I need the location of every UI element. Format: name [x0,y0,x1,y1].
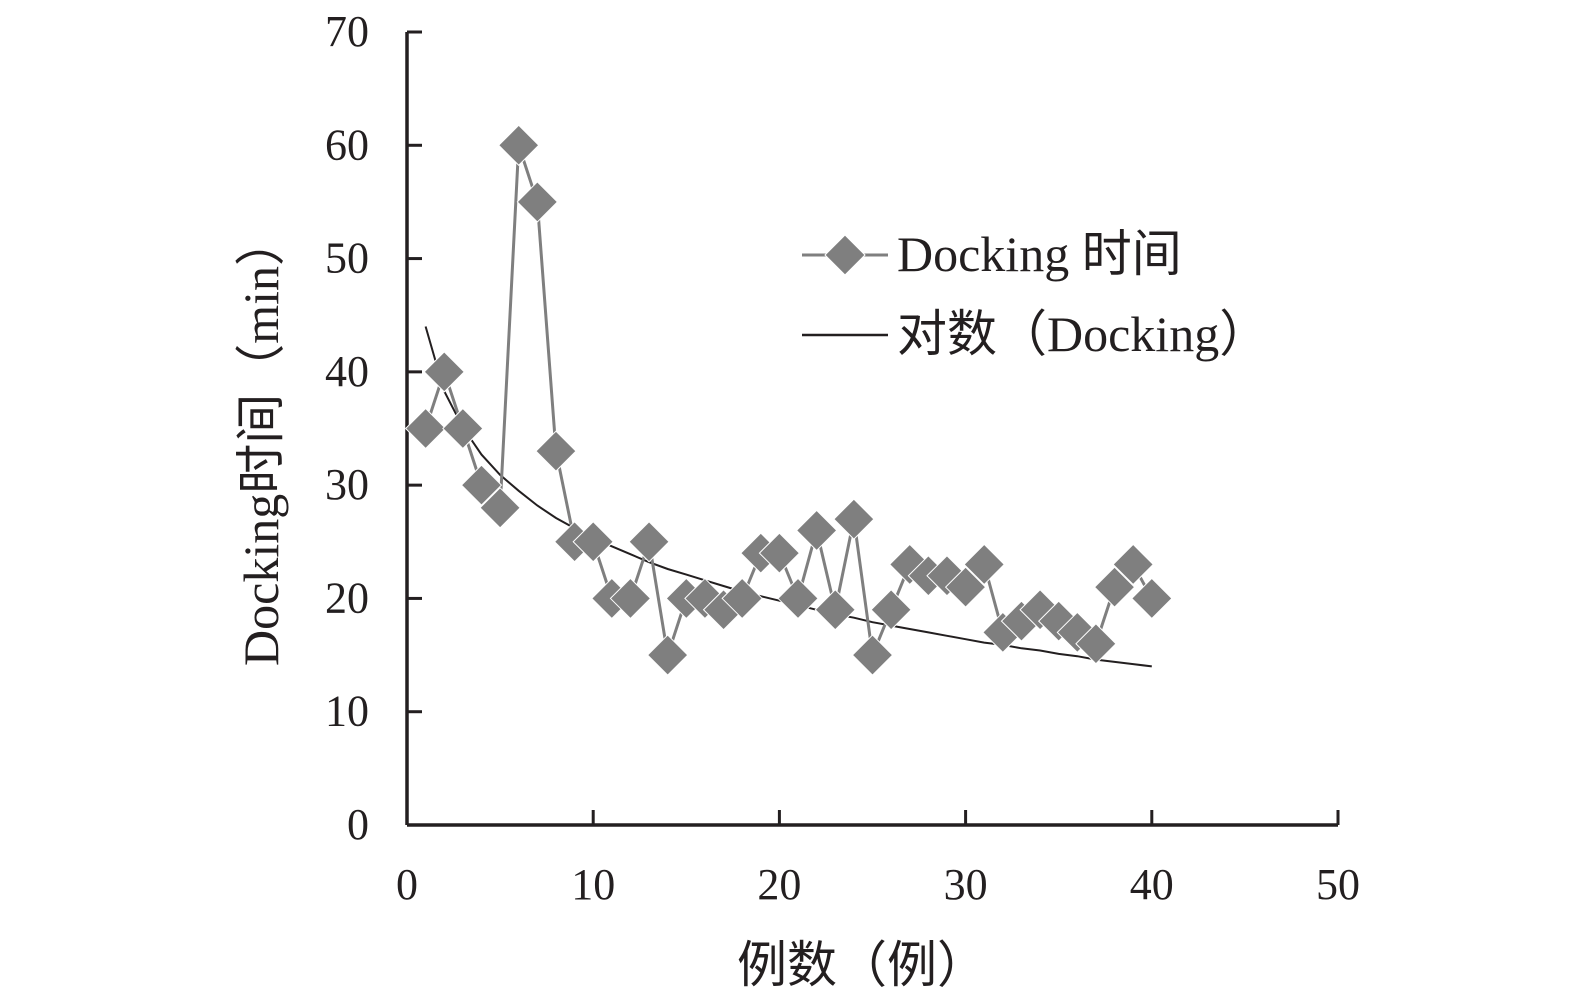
data-point [404,407,447,450]
data-point [721,577,763,620]
data-point [628,521,670,563]
data-point [572,521,614,563]
x-tick-label: 40 [1130,860,1174,909]
series-layer [404,124,1173,676]
data-point [851,634,894,676]
y-tick-label: 30 [325,460,369,509]
data-point [684,577,726,620]
data-point [1075,623,1117,665]
y-tick-label: 20 [325,573,369,622]
y-tick-label: 10 [325,687,369,736]
data-point [498,124,540,166]
y-axis-title: Docking时间（min） [233,216,289,666]
data-point [1112,543,1154,586]
data-point [423,351,465,393]
x-tick-label: 50 [1316,860,1360,909]
x-tick-label: 0 [396,860,418,909]
data-point [963,543,1005,586]
data-point [646,634,689,676]
y-tick-label: 0 [347,800,369,849]
axes: 0 10 20 30 40 50 60 70 0 10 20 30 40 50 [325,7,1360,909]
data-point [758,532,801,574]
data-point [516,181,559,223]
legend-label-series: Docking 时间 [897,226,1182,282]
data-point [1131,577,1173,620]
data-point [535,430,577,472]
data-point [814,589,856,631]
data-point [1093,566,1136,608]
data-point [460,464,503,506]
y-tick-label: 50 [325,234,369,283]
data-point [870,589,912,631]
data-point [833,498,875,540]
x-tick-label: 30 [944,860,988,909]
legend-label-trend: 对数（Docking） [897,306,1269,362]
y-tick-label: 70 [325,7,369,56]
y-tick-label: 60 [325,120,369,169]
data-point [479,487,521,529]
data-point [1037,600,1080,642]
x-tick-label: 20 [757,860,801,909]
data-point [889,543,931,586]
data-point [777,577,819,620]
x-axis-title: 例数（例） [737,937,987,993]
data-point [944,566,987,608]
x-tick-label: 10 [571,860,615,909]
legend-marker [824,234,866,276]
data-point [795,509,838,552]
data-point [609,577,652,620]
y-tick-label: 40 [325,347,369,396]
data-point [442,407,484,450]
series-line [424,144,1154,661]
